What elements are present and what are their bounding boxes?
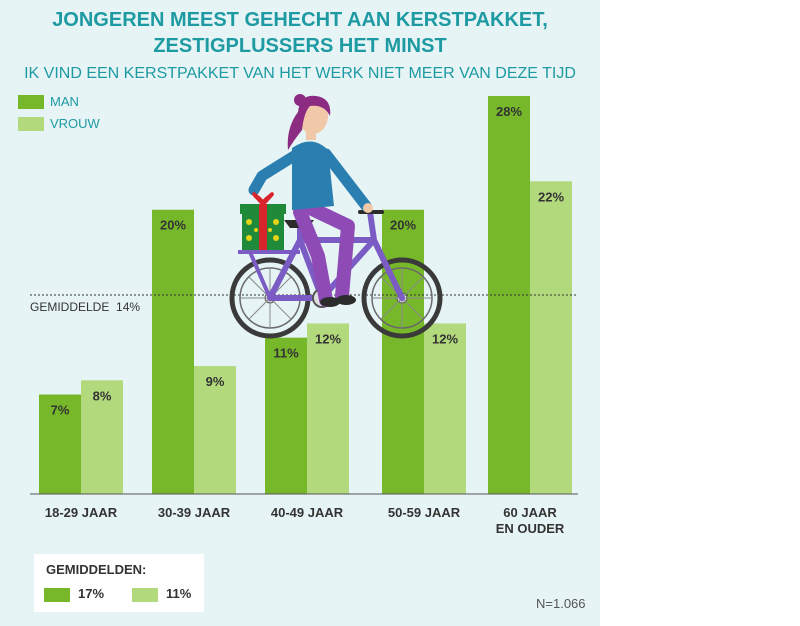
legend-swatch-vrouw xyxy=(18,117,44,131)
rider-neck xyxy=(306,128,316,140)
value-label-vrouw-1: 8% xyxy=(93,388,112,403)
averages-title: GEMIDDELDEN: xyxy=(46,562,147,577)
bar-vrouw-5 xyxy=(530,181,572,495)
category-label-5-line-2: EN OUDER xyxy=(496,521,565,536)
category-labels-layer: 18-29 JAAR 30-39 JAAR 40-49 JAAR 50-59 JAAR… xyxy=(45,505,565,536)
average-value-man: 17% xyxy=(78,586,105,601)
category-label-4: 50-59 JAAR xyxy=(388,505,461,520)
bar-vrouw-2 xyxy=(194,366,236,494)
average-swatch-vrouw xyxy=(132,588,158,602)
bar-vrouw-3 xyxy=(307,323,349,494)
reference-line-label: GEMIDDELDE 14% xyxy=(30,300,140,314)
bar-man-4 xyxy=(382,209,424,494)
chart-title-line-1: JONGEREN MEEST GEHECHT AAN KERSTPAKKET, xyxy=(52,9,548,31)
gift-box xyxy=(240,192,286,250)
rider-arm-back xyxy=(248,150,300,196)
average-swatch-man xyxy=(44,588,70,602)
rider-hair-bun xyxy=(294,94,306,106)
bar-man-2 xyxy=(152,209,194,494)
averages-box: GEMIDDELDEN: 17% 11% xyxy=(34,554,204,612)
bike-frame xyxy=(267,209,405,301)
rider-leg-front xyxy=(299,199,355,303)
rider-hand xyxy=(363,203,373,213)
legend-label-man: MAN xyxy=(50,94,79,109)
rider-arm-front xyxy=(320,148,372,212)
value-label-man-1: 7% xyxy=(51,403,70,418)
value-label-vrouw-4: 12% xyxy=(432,331,458,346)
chart-subtitle: IK VIND EEN KERSTPAKKET VAN HET WERK NIE… xyxy=(24,65,576,82)
average-value-vrouw: 11% xyxy=(166,586,192,601)
rider-shoe-front xyxy=(336,295,356,305)
front-wheel xyxy=(361,257,443,339)
legend-swatch-man xyxy=(18,95,44,109)
value-label-vrouw-2: 9% xyxy=(206,374,225,389)
category-label-2: 30-39 JAAR xyxy=(158,505,231,520)
value-label-man-5: 28% xyxy=(496,104,522,119)
value-label-vrouw-3: 12% xyxy=(315,331,341,346)
legend-label-vrouw: VROUW xyxy=(50,116,100,131)
value-label-man-4: 20% xyxy=(390,218,416,233)
bar-vrouw-4 xyxy=(424,323,466,494)
bar-man-3 xyxy=(265,337,307,494)
category-label-5-line-1: 60 JAAR xyxy=(503,505,557,520)
bar-man-1 xyxy=(39,394,81,494)
chart-title-line-2: ZESTIGPLUSSERS HET MINST xyxy=(153,35,447,57)
rear-rack xyxy=(238,250,300,299)
category-label-3: 40-49 JAAR xyxy=(271,505,344,520)
value-labels-layer: 7% 8% 20% 9% 11% 12% 20% 12% 28% 22% xyxy=(51,104,565,418)
rider-leg-back xyxy=(293,205,333,307)
cyclist-illustration xyxy=(229,94,443,339)
bar-chart: GEMIDDELDE 14% xyxy=(30,94,578,536)
value-label-man-3: 11% xyxy=(273,346,299,361)
rider-shoe-back xyxy=(320,297,340,307)
rider-hair xyxy=(287,95,331,150)
category-label-1: 18-29 JAAR xyxy=(45,505,118,520)
value-label-man-2: 20% xyxy=(160,218,186,233)
value-label-vrouw-5: 22% xyxy=(538,189,564,204)
sample-size-note: N=1.066 xyxy=(536,596,586,611)
bar-vrouw-1 xyxy=(81,380,123,494)
